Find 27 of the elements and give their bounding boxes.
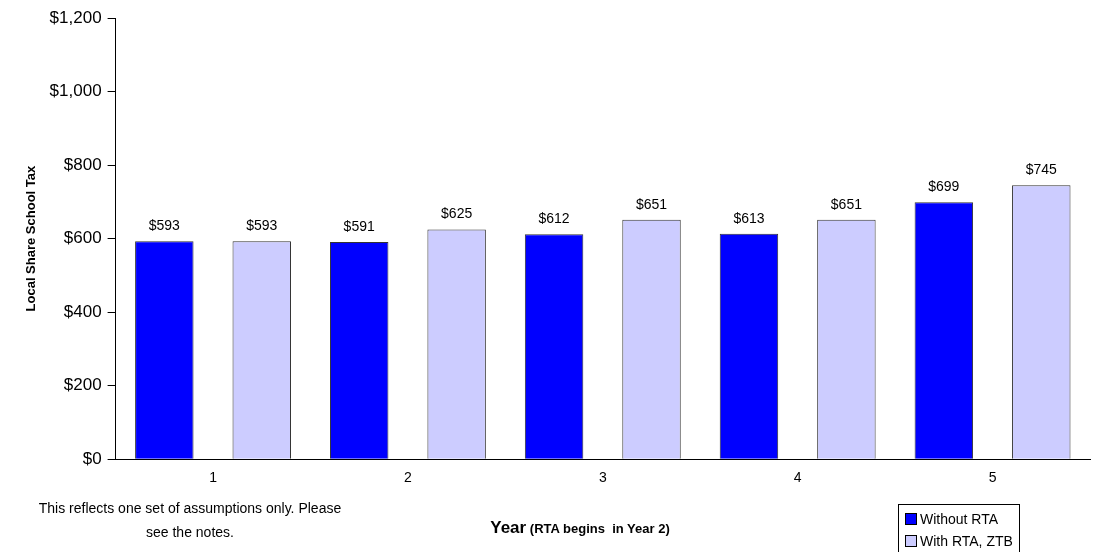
- x-axis-title: Year (RTA begins in Year 2): [489, 518, 671, 538]
- data-label: $651: [635, 195, 668, 212]
- data-label: $699: [928, 178, 960, 195]
- x-tick-label: 1: [209, 469, 218, 486]
- y-tick-label: $200: [63, 375, 102, 395]
- y-tick-label: $1,000: [49, 81, 102, 101]
- data-label: $613: [733, 209, 765, 226]
- x-tick-label: 4: [793, 469, 802, 486]
- data-label: $745: [1025, 161, 1058, 178]
- x-tick-label: 3: [598, 469, 607, 486]
- data-label: $591: [343, 217, 375, 234]
- data-label: $651: [830, 195, 863, 212]
- data-label: $612: [538, 210, 570, 227]
- text: This reflects one set of assumptions only. Please see the notes.: [37, 499, 343, 542]
- y-tick-label: $1,200: [49, 7, 102, 27]
- x-tick-label: 2: [404, 469, 413, 486]
- legend-label: Without RTA: [919, 510, 1000, 529]
- data-label: $593: [148, 217, 181, 234]
- y-tick-label: $800: [63, 154, 102, 174]
- data-label: $625: [441, 205, 473, 222]
- legend-label: With RTA, ZTB: [919, 532, 1013, 551]
- y-tick-label: $600: [63, 228, 102, 248]
- x-tick-label: 5: [988, 469, 997, 486]
- data-label: $593: [246, 217, 278, 234]
- y-tick-label: $0: [82, 448, 102, 468]
- y-tick-label: $400: [63, 301, 102, 321]
- y-axis-title: Local Share School Tax: [23, 164, 39, 312]
